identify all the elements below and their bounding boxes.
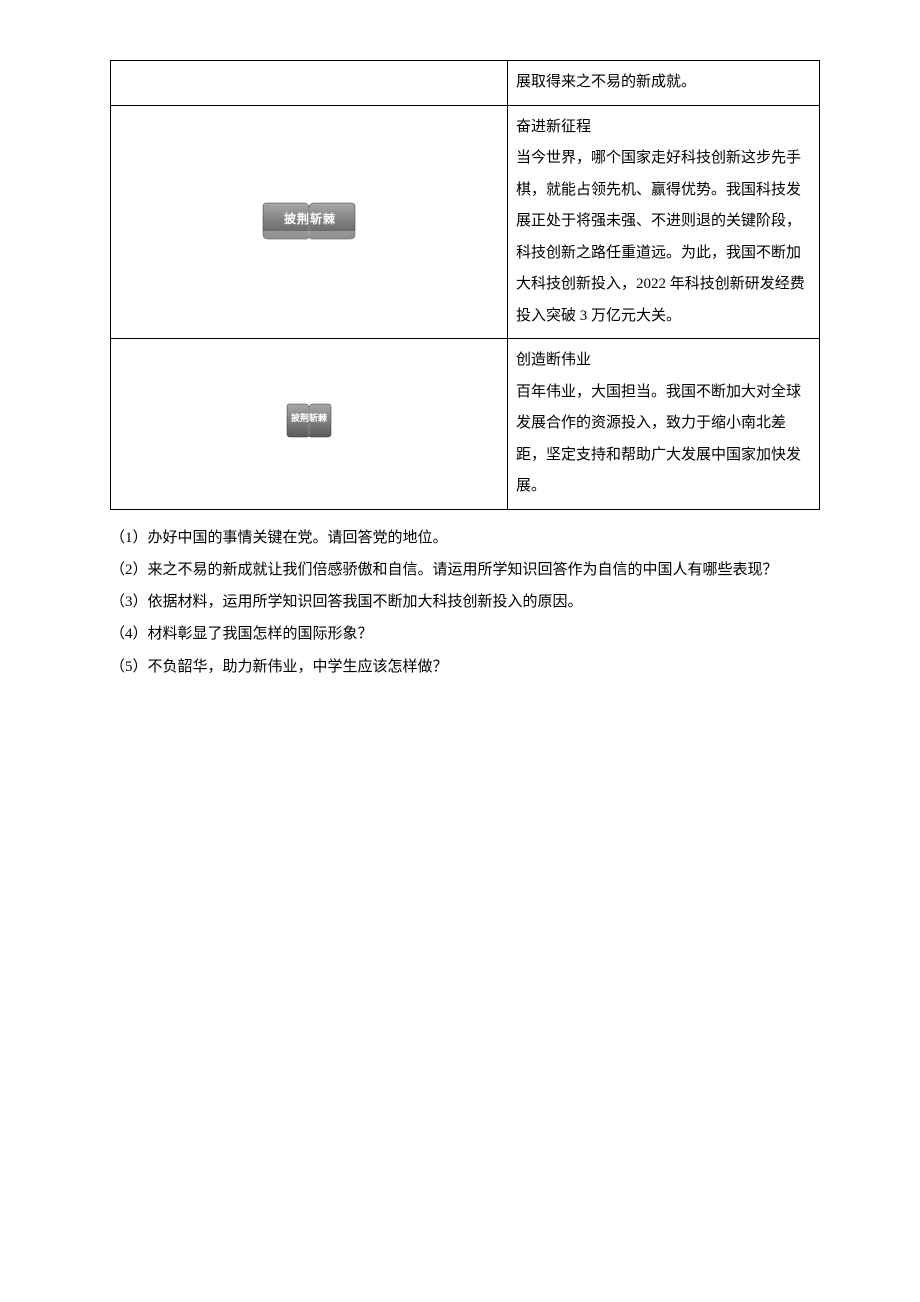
book-icon: 披荆斩棘 (260, 191, 358, 241)
row1-right-cell: 展取得来之不易的新成就。 (508, 61, 820, 106)
row3-icon-cell: 披荆斩棘 (111, 339, 508, 510)
question-4: （4）材料彰显了我国怎样的国际形象？ (110, 618, 820, 650)
row2-icon-cell: 披荆斩棘 (111, 105, 508, 339)
row1-left-cell (111, 61, 508, 106)
table-row-2: 披荆斩棘 奋进新征程当今世界，哪个国家走好科技创新这步先手棋，就能占领先机、赢得… (111, 105, 820, 339)
row3-text-cell: 创造断伟业百年伟业，大国担当。我国不断加大对全球发展合作的资源投入，致力于缩小南… (508, 339, 820, 510)
table-row-3: 披荆斩棘 创造断伟业百年伟业，大国担当。我国不断加大对全球发展合作的资源投入，致… (111, 339, 820, 510)
book-icon-small: 披荆斩棘 (285, 396, 333, 440)
question-2: （2）来之不易的新成就让我们倍感骄傲和自信。请运用所学知识回答作为自信的中国人有… (110, 554, 820, 586)
content-table: 展取得来之不易的新成就。 披荆斩棘 奋进新征程当今世界，哪 (110, 60, 820, 510)
question-1: （1）办好中国的事情关键在党。请回答党的地位。 (110, 522, 820, 554)
table-row-1: 展取得来之不易的新成就。 (111, 61, 820, 106)
book-icon-label: 披荆斩棘 (284, 207, 336, 232)
question-3: （3）依据材料，运用所学知识回答我国不断加大科技创新投入的原因。 (110, 586, 820, 618)
question-5: （5）不负韶华，助力新伟业，中学生应该怎样做？ (110, 651, 820, 683)
row2-text-cell: 奋进新征程当今世界，哪个国家走好科技创新这步先手棋，就能占领先机、赢得优势。我国… (508, 105, 820, 339)
book-icon-small-label: 披荆斩棘 (291, 409, 327, 428)
questions-block: （1）办好中国的事情关键在党。请回答党的地位。 （2）来之不易的新成就让我们倍感… (110, 522, 820, 683)
